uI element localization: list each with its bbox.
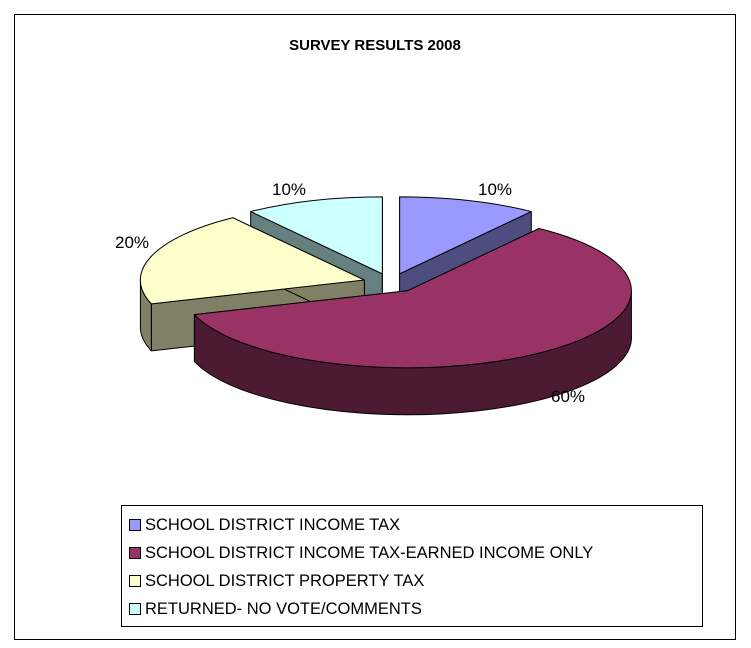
pie-chart: 10% 60% 20% 10% bbox=[115, 180, 632, 416]
legend-swatch-income-tax bbox=[129, 519, 141, 531]
legend: SCHOOL DISTRICT INCOME TAX SCHOOL DISTRI… bbox=[121, 505, 703, 627]
data-label-returned: 10% bbox=[272, 180, 306, 199]
legend-item-returned: RETURNED- NO VOTE/COMMENTS bbox=[122, 595, 702, 623]
slice-top-earned-income bbox=[193, 227, 632, 369]
legend-item-earned-income: SCHOOL DISTRICT INCOME TAX-EARNED INCOME… bbox=[122, 539, 702, 567]
legend-swatch-returned bbox=[129, 603, 141, 615]
chart-title: SURVEY RESULTS 2008 bbox=[289, 37, 461, 54]
legend-label-property-tax: SCHOOL DISTRICT PROPERTY TAX bbox=[145, 571, 425, 590]
legend-item-income-tax: SCHOOL DISTRICT INCOME TAX bbox=[122, 511, 702, 539]
data-label-earned-income: 60% bbox=[551, 387, 585, 406]
legend-label-returned: RETURNED- NO VOTE/COMMENTS bbox=[145, 599, 422, 618]
slice-top-income-tax bbox=[399, 196, 532, 275]
slice-top-property-tax bbox=[139, 217, 365, 305]
chart-area: SURVEY RESULTS 2008 10% 60% 20% 10% SCHOOL … bbox=[14, 14, 736, 640]
legend-label-earned-income: SCHOOL DISTRICT INCOME TAX-EARNED INCOME… bbox=[145, 543, 594, 562]
slice-top-returned bbox=[250, 196, 383, 275]
legend-item-property-tax: SCHOOL DISTRICT PROPERTY TAX bbox=[122, 567, 702, 595]
legend-label-income-tax: SCHOOL DISTRICT INCOME TAX bbox=[145, 515, 401, 534]
legend-swatch-property-tax bbox=[129, 575, 141, 587]
data-label-property-tax: 20% bbox=[115, 233, 149, 252]
legend-swatch-earned-income bbox=[129, 547, 141, 559]
data-label-income-tax: 10% bbox=[478, 180, 512, 199]
